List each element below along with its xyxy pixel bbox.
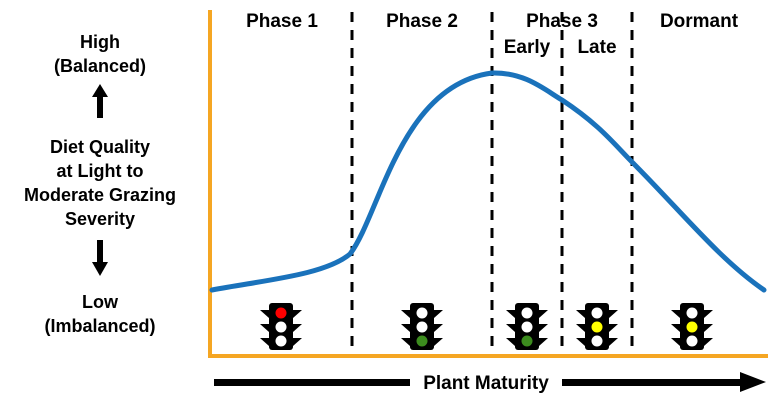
lamp-yellow <box>521 321 533 333</box>
lamp-red <box>686 307 698 319</box>
up-arrow-icon <box>92 84 108 118</box>
y-axis-title-line1: Diet Quality <box>50 137 150 157</box>
y-balanced-label: (Balanced) <box>54 56 146 76</box>
lamp-red <box>416 307 428 319</box>
traffic-light-icon <box>671 303 713 350</box>
traffic-light-icon <box>506 303 548 350</box>
late-label: Late <box>577 37 616 58</box>
lamp-yellow <box>416 321 428 333</box>
lamp-green <box>275 335 287 347</box>
traffic-light-icon <box>576 303 618 350</box>
lamp-yellow <box>591 321 603 333</box>
y-imbalanced-label: (Imbalanced) <box>44 316 155 336</box>
early-label: Early <box>504 37 551 58</box>
y-axis-title-line4: Severity <box>65 209 135 229</box>
traffic-light-icon <box>401 303 443 350</box>
lamp-yellow <box>275 321 287 333</box>
diet-quality-curve <box>209 70 767 293</box>
lamp-green <box>591 335 603 347</box>
y-axis-title-line2: at Light to <box>57 161 144 181</box>
x-axis-label: Plant Maturity <box>423 373 549 394</box>
lamp-red <box>521 307 533 319</box>
y-axis-title-line3: Moderate Grazing <box>24 185 176 205</box>
down-arrow-icon <box>92 240 108 276</box>
traffic-light-icon <box>260 303 302 350</box>
phase-2-label: Phase 2 <box>386 11 458 32</box>
dormant-label: Dormant <box>660 11 739 32</box>
y-high-label: High <box>80 32 120 52</box>
lamp-green <box>416 335 428 347</box>
y-low-label: Low <box>82 292 119 312</box>
phase-1-label: Phase 1 <box>246 11 318 32</box>
lamp-yellow <box>686 321 698 333</box>
traffic-lights-group <box>260 303 713 350</box>
lamp-green <box>521 335 533 347</box>
x-label-backdrop <box>410 368 562 398</box>
lamp-red <box>275 307 287 319</box>
phase-3-label: Phase 3 <box>526 11 598 32</box>
lamp-green <box>686 335 698 347</box>
lamp-red <box>591 307 603 319</box>
